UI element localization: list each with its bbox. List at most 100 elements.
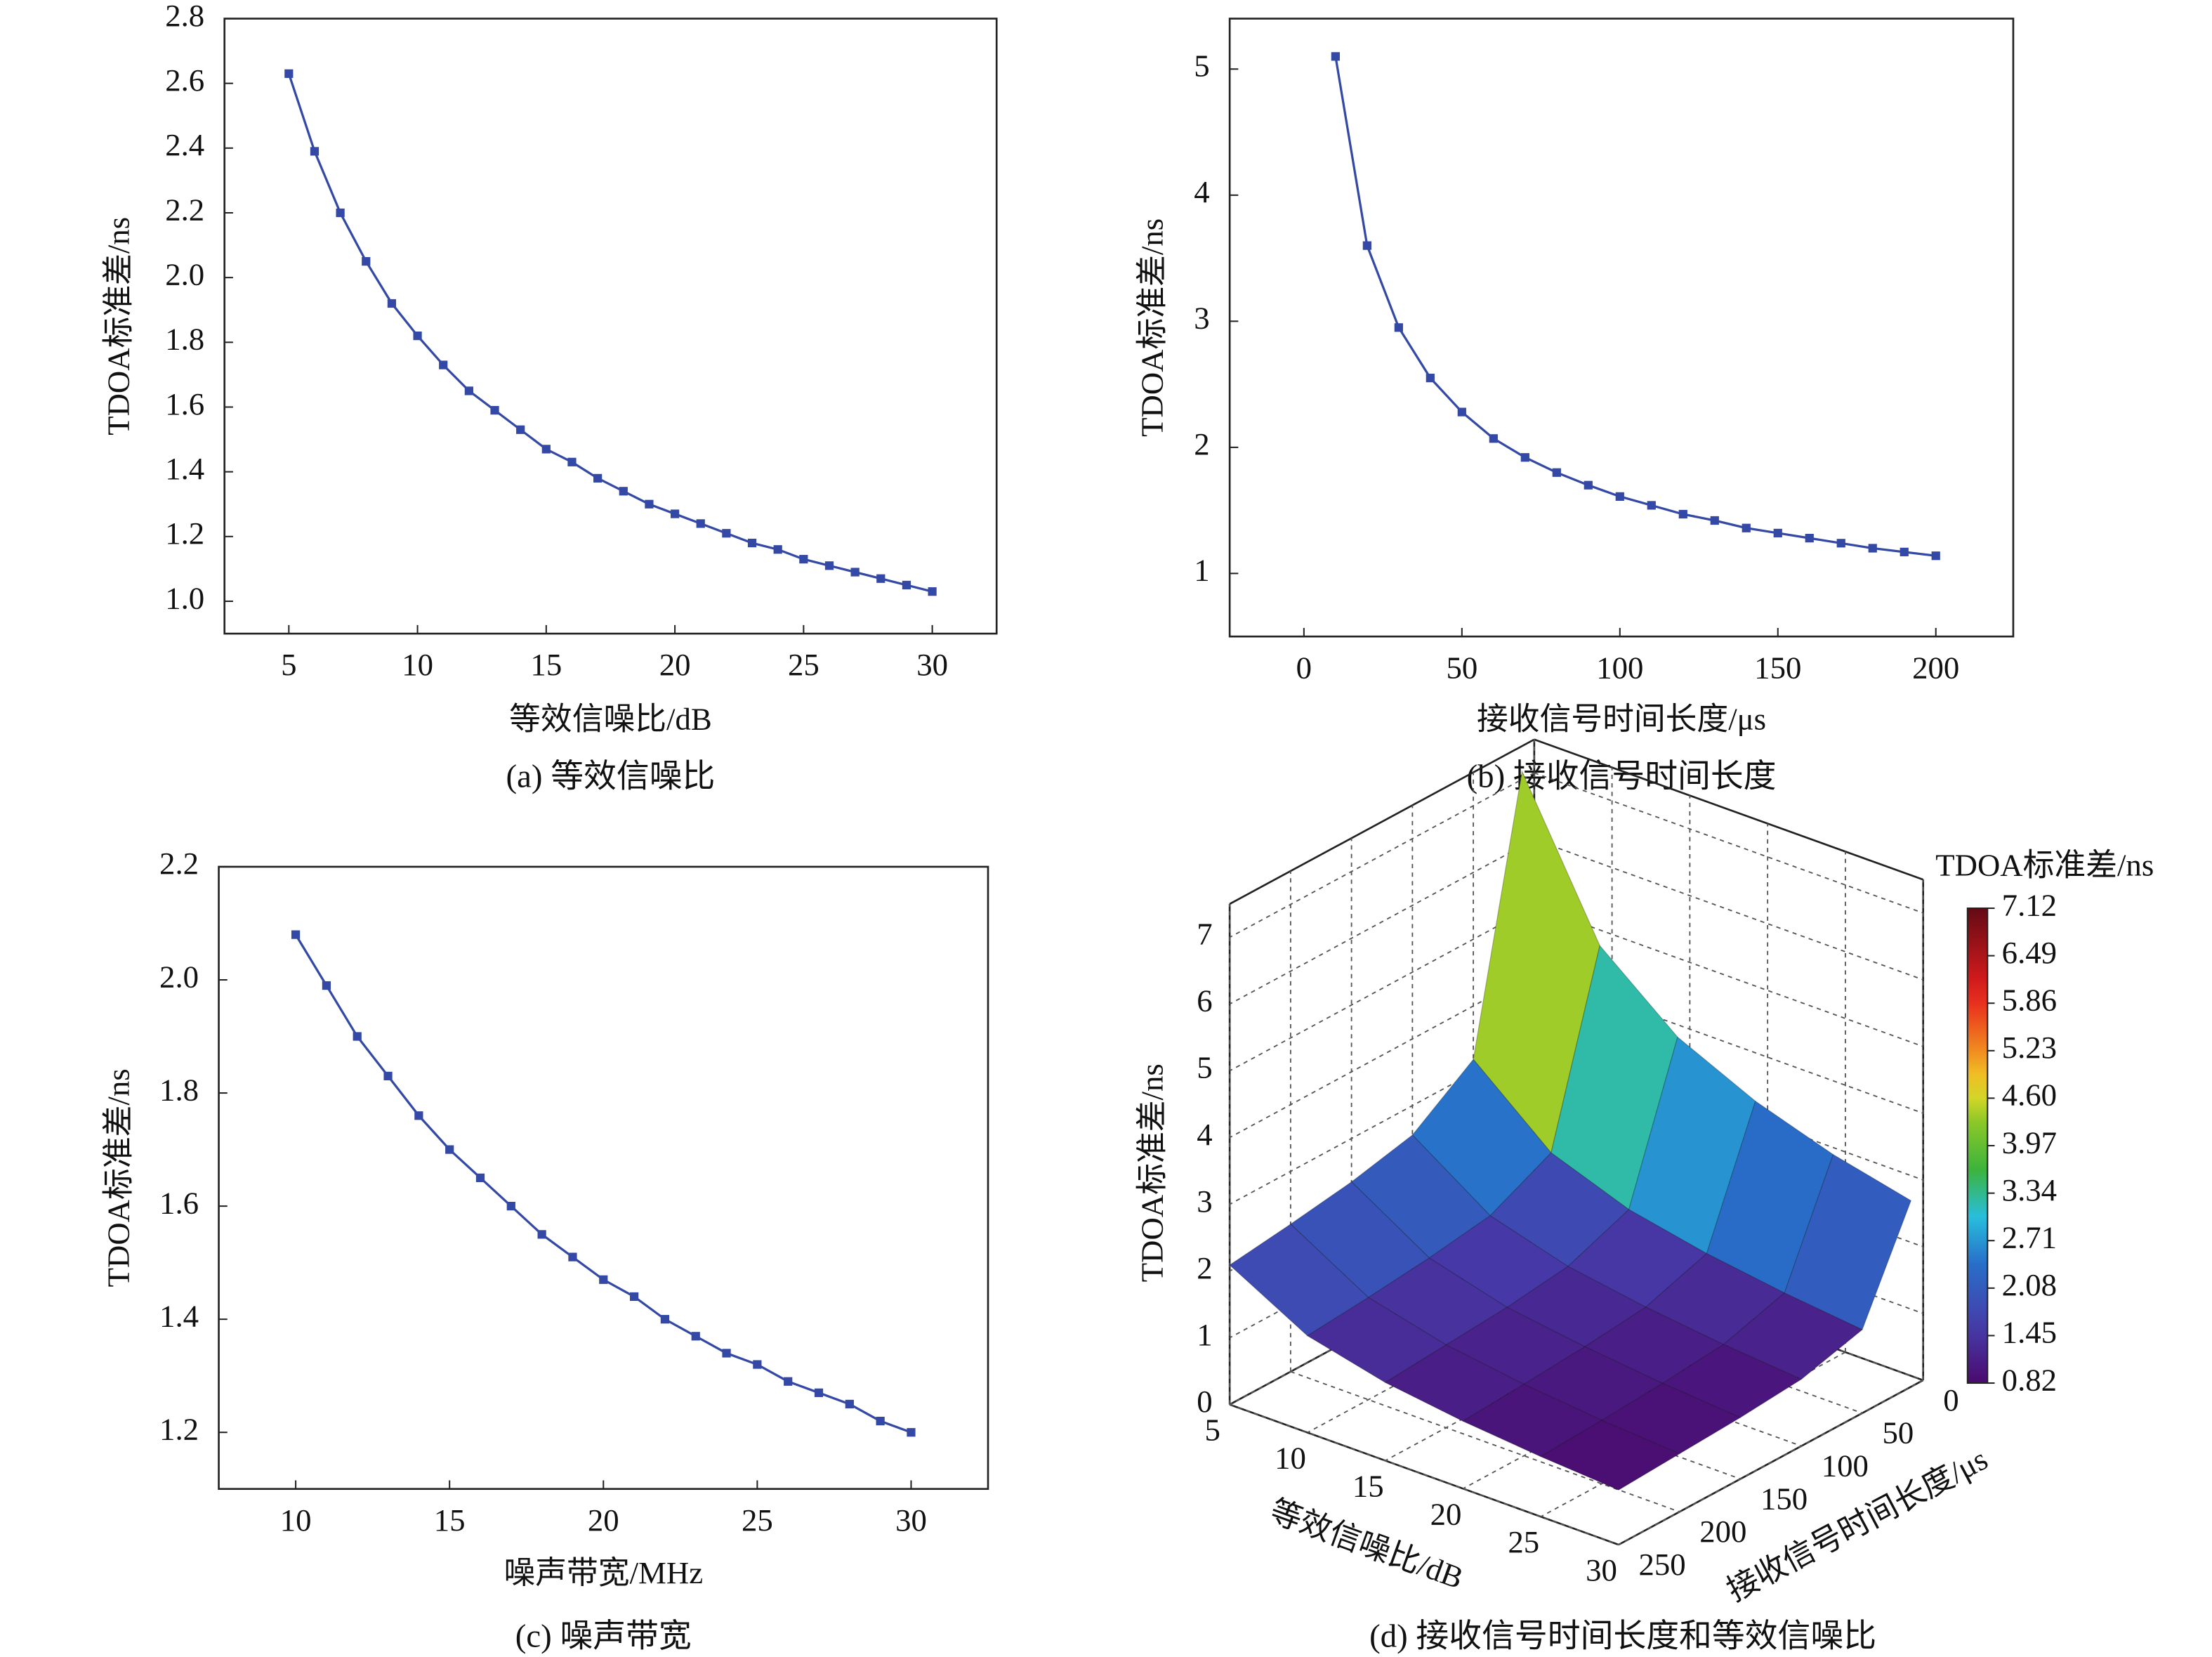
colorbar-title: TDOA标准差/ns xyxy=(1935,847,2154,882)
data-point xyxy=(670,509,680,518)
data-point xyxy=(387,299,397,308)
data-point xyxy=(336,208,345,218)
x-tick-label: 5 xyxy=(281,647,296,682)
y-tick-label: 2.2 xyxy=(159,846,199,881)
wall-grid-line xyxy=(1229,839,1535,1005)
z-axis-label: TDOA标准差/ns xyxy=(1135,1063,1170,1282)
x-axis-label: 等效信噪比/dB xyxy=(509,702,712,737)
data-point xyxy=(1678,509,1687,519)
data-point xyxy=(1931,551,1940,561)
z-tick-label: 6 xyxy=(1197,983,1212,1019)
data-point xyxy=(541,445,551,454)
data-point xyxy=(902,580,911,590)
data-point xyxy=(784,1377,793,1386)
data-point xyxy=(1394,323,1403,332)
y-tick-label: 1.0 xyxy=(165,580,204,615)
y-tick-label: 2.6 xyxy=(165,63,204,98)
wall-grid-line xyxy=(1534,772,1923,914)
x-tick-label: 15 xyxy=(1352,1468,1384,1503)
x-tick-label: 10 xyxy=(1275,1440,1306,1475)
data-point xyxy=(907,1428,916,1437)
axis-box-edge xyxy=(1229,738,1535,905)
data-point xyxy=(414,1111,423,1120)
x-tick-label: 25 xyxy=(788,647,819,682)
data-point xyxy=(1805,534,1814,543)
y-tick-label: 1.8 xyxy=(165,322,204,357)
data-point xyxy=(1742,523,1751,532)
y-tick-label: 1.2 xyxy=(159,1411,199,1446)
axis-box-edge xyxy=(1534,738,1924,881)
floor-grid-line xyxy=(1618,1380,1924,1545)
z-tick-label: 7 xyxy=(1197,917,1212,952)
data-point xyxy=(645,499,654,509)
y-tick-label: 2.0 xyxy=(159,959,199,994)
y-axis-label: TDOA标准差/ns xyxy=(100,217,136,435)
caption: (b) 接收信号时间长度 xyxy=(1467,759,1777,795)
data-point xyxy=(747,538,757,548)
data-point xyxy=(475,1173,485,1182)
y-tick-label: 2.8 xyxy=(165,0,204,33)
y-tick-label: 50 xyxy=(1882,1415,1914,1450)
data-point xyxy=(593,473,603,483)
data-point xyxy=(464,386,473,395)
data-point xyxy=(753,1360,762,1369)
x-tick-label: 20 xyxy=(1430,1496,1462,1531)
data-line xyxy=(1334,56,1936,557)
colorbar-tick-label: 0.82 xyxy=(2002,1362,2057,1397)
x-tick-label: 150 xyxy=(1754,650,1801,685)
z-tick-label: 2 xyxy=(1197,1250,1212,1285)
x-tick-label: 10 xyxy=(402,647,433,682)
data-point xyxy=(1520,453,1529,462)
colorbar-tick-label: 3.97 xyxy=(2002,1125,2057,1160)
colorbar-tick-label: 1.45 xyxy=(2002,1315,2057,1350)
data-point xyxy=(322,981,331,990)
x-axis-label: 接收信号时间长度/μs xyxy=(1477,702,1766,737)
y-axis-label: TDOA标准差/ns xyxy=(1135,218,1170,437)
x-tick-label: 200 xyxy=(1912,650,1959,685)
colorbar-tick-label: 3.34 xyxy=(2002,1172,2057,1207)
data-line xyxy=(287,73,933,593)
data-point xyxy=(537,1230,546,1239)
data-point xyxy=(1647,501,1656,510)
data-point xyxy=(383,1071,393,1081)
data-point xyxy=(722,1349,731,1358)
y-tick-label: 1 xyxy=(1194,553,1209,588)
floor-grid-line xyxy=(1229,1403,1619,1545)
data-point xyxy=(1584,480,1593,490)
y-tick-label: 1.6 xyxy=(165,386,204,421)
data-point xyxy=(1868,544,1877,553)
x-tick-label: 15 xyxy=(434,1502,466,1538)
caption: (a) 等效信噪比 xyxy=(506,759,716,795)
colorbar-tick-label: 5.23 xyxy=(2002,1030,2057,1065)
data-point xyxy=(773,545,782,554)
data-point xyxy=(876,1416,885,1426)
wall-grid-line xyxy=(1534,839,1923,981)
wall-grid-line xyxy=(1229,1039,1535,1205)
data-point xyxy=(1710,516,1719,525)
z-tick-label: 5 xyxy=(1197,1050,1212,1085)
z-tick-label: 3 xyxy=(1197,1184,1212,1219)
data-point xyxy=(506,1201,515,1211)
z-tick-label: 4 xyxy=(1197,1117,1212,1152)
data-point xyxy=(1773,528,1782,538)
z-tick-label: 1 xyxy=(1197,1317,1212,1352)
data-point xyxy=(928,587,937,596)
data-point xyxy=(516,425,525,434)
y-tick-label: 1.6 xyxy=(159,1185,199,1220)
data-point xyxy=(567,457,577,466)
data-point xyxy=(1426,374,1435,383)
y-tick-label: 4 xyxy=(1194,174,1209,209)
caption: (d) 接收信号时间长度和等效信噪比 xyxy=(1369,1618,1876,1654)
y-tick-label: 2.2 xyxy=(165,192,204,227)
data-point xyxy=(599,1275,608,1284)
data-point xyxy=(413,332,422,341)
x-tick-label: 5 xyxy=(1205,1413,1220,1448)
data-point xyxy=(1900,547,1909,556)
data-point xyxy=(660,1315,670,1324)
x-tick-label: 25 xyxy=(742,1502,773,1538)
x-tick-label: 30 xyxy=(1586,1552,1617,1587)
colorbar-tick-label: 2.71 xyxy=(2002,1220,2057,1255)
plot-frame xyxy=(223,18,998,635)
y-tick-label: 250 xyxy=(1638,1547,1685,1582)
